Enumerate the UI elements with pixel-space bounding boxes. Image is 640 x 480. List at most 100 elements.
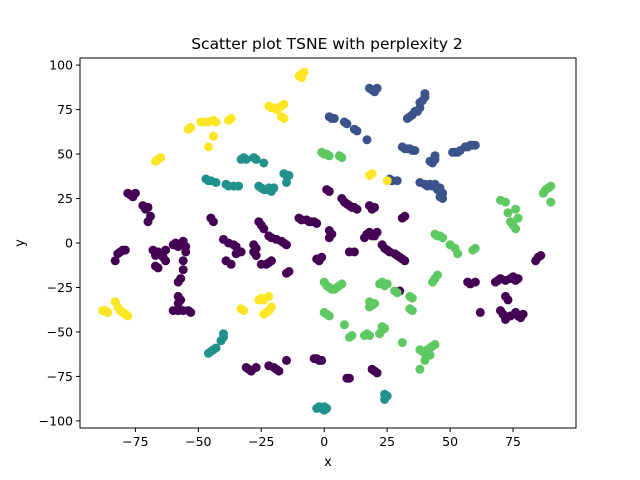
data-point-class_1-41 bbox=[430, 151, 440, 161]
data-point-class_0-77 bbox=[312, 218, 322, 228]
data-point-class_2-3 bbox=[211, 178, 221, 187]
data-point-class_3-22 bbox=[365, 331, 374, 340]
y-axis-label: y bbox=[13, 239, 28, 247]
data-point-class_1-31 bbox=[420, 89, 430, 99]
data-point-class_3-19 bbox=[347, 331, 357, 340]
data-point-class_0-85 bbox=[324, 233, 334, 243]
data-point-class_0-3 bbox=[130, 188, 140, 198]
data-point-class_4-28 bbox=[264, 291, 274, 301]
data-point-class_2-13 bbox=[259, 158, 269, 168]
data-point-class_0-8 bbox=[143, 217, 153, 227]
data-point-class_4-20 bbox=[226, 114, 236, 123]
data-point-class_4-2 bbox=[103, 307, 113, 317]
data-point-class_1-12 bbox=[370, 87, 380, 97]
data-point-class_1-2 bbox=[329, 114, 339, 123]
data-point-class_0-94 bbox=[349, 247, 359, 257]
data-point-class_0-123 bbox=[274, 366, 284, 376]
data-point-class_2-28 bbox=[211, 343, 221, 353]
data-point-class_0-18 bbox=[161, 245, 171, 255]
data-point-class_3-37 bbox=[397, 338, 407, 348]
data-point-class_0-41 bbox=[186, 307, 196, 317]
data-point-class_0-22 bbox=[151, 261, 160, 271]
data-point-class_0-145 bbox=[513, 274, 523, 284]
data-point-class_4-32 bbox=[266, 302, 276, 312]
data-point-class_3-3 bbox=[324, 151, 334, 161]
data-point-class_0-114 bbox=[400, 211, 410, 221]
data-point-class_0-137 bbox=[475, 307, 485, 317]
data-point-class_0-36 bbox=[173, 299, 183, 308]
data-point-class_0-13 bbox=[120, 245, 130, 255]
data-point-class_1-55 bbox=[470, 140, 480, 150]
data-point-class_0-80 bbox=[317, 252, 327, 262]
data-point-class_2-23 bbox=[284, 170, 294, 180]
data-point-class_0-133 bbox=[372, 368, 382, 378]
data-point-class_1-4 bbox=[342, 119, 352, 129]
data-point-class_0-70 bbox=[284, 267, 294, 276]
data-point-class_4-13 bbox=[186, 122, 196, 132]
data-point-class_0-33 bbox=[181, 247, 191, 257]
y-tick-label: 25 bbox=[57, 191, 73, 206]
data-point-class_3-75 bbox=[546, 181, 556, 191]
data-point-class_4-11 bbox=[156, 153, 166, 163]
data-point-class_0-51 bbox=[236, 247, 246, 257]
y-axis-ticks: −100 −75 −50 −25 0 25 50 75 100 bbox=[39, 58, 80, 428]
data-point-class_3-51 bbox=[415, 364, 425, 374]
x-tick-label: −25 bbox=[248, 434, 274, 449]
data-point-class_0-32 bbox=[173, 277, 183, 287]
data-point-class_0-112 bbox=[400, 256, 410, 266]
data-point-class_4-24 bbox=[239, 306, 249, 316]
data-point-class_0-29 bbox=[178, 256, 188, 266]
y-tick-label: −100 bbox=[39, 413, 73, 428]
data-point-class_0-82 bbox=[324, 186, 334, 196]
data-point-class_0-130 bbox=[344, 373, 354, 383]
data-point-class_3-26 bbox=[365, 297, 374, 307]
data-point-class_0-103 bbox=[372, 227, 382, 237]
x-tick-label: −75 bbox=[122, 434, 148, 449]
data-point-class_0-124 bbox=[282, 355, 291, 365]
data-point-class_3-54 bbox=[433, 270, 442, 280]
data-point-class_0-158 bbox=[536, 251, 546, 260]
data-point-class_0-97 bbox=[370, 202, 380, 212]
data-point-class_0-68 bbox=[282, 240, 291, 250]
data-point-class_4-47 bbox=[367, 169, 377, 179]
data-point-class_0-55 bbox=[251, 251, 261, 260]
data-point-class_3-70 bbox=[513, 213, 523, 223]
data-point-class_2-7 bbox=[234, 181, 244, 191]
data-point-class_0-6 bbox=[143, 202, 153, 212]
data-point-class_3-30 bbox=[382, 279, 392, 289]
data-point-class_3-76 bbox=[546, 197, 556, 207]
y-tick-label: 50 bbox=[57, 147, 73, 162]
data-point-class_3-63 bbox=[470, 243, 480, 253]
x-axis-label: x bbox=[324, 455, 332, 470]
data-point-class_0-62 bbox=[259, 224, 269, 234]
data-point-class_2-40 bbox=[380, 395, 390, 404]
data-point-class_3-16 bbox=[324, 311, 334, 321]
data-point-class_4-39 bbox=[279, 99, 289, 109]
data-point-class_1-6 bbox=[352, 126, 362, 136]
data-point-class_3-69 bbox=[511, 224, 521, 234]
x-axis-ticks: −75 −50 −25 0 25 50 75 bbox=[122, 428, 521, 449]
y-tick-label: 75 bbox=[57, 102, 73, 117]
data-point-class_3-48 bbox=[430, 339, 440, 349]
x-tick-label: −50 bbox=[185, 434, 211, 449]
data-point-class_2-10 bbox=[241, 154, 251, 164]
data-point-class_3-34 bbox=[377, 322, 387, 332]
data-point-class_3-5 bbox=[337, 153, 347, 163]
data-point-class_4-18 bbox=[211, 117, 221, 127]
data-point-class_3-58 bbox=[438, 233, 448, 243]
data-point-class_0-128 bbox=[317, 355, 327, 365]
y-tick-label: 100 bbox=[49, 58, 73, 73]
x-tick-label: 0 bbox=[320, 434, 328, 449]
data-point-class_0-9 bbox=[110, 256, 120, 266]
data-point-class_1-46 bbox=[438, 194, 448, 203]
x-tick-label: 50 bbox=[442, 434, 458, 449]
y-tick-label: −75 bbox=[47, 369, 73, 384]
data-point-class_3-65 bbox=[501, 197, 510, 207]
data-point-class_3-17 bbox=[339, 320, 349, 330]
data-point-class_2-20 bbox=[269, 183, 279, 193]
data-point-class_3-50 bbox=[420, 355, 430, 365]
points-layer bbox=[98, 67, 556, 415]
data-point-class_4-22 bbox=[208, 131, 218, 141]
data-point-class_1-7 bbox=[362, 135, 372, 145]
